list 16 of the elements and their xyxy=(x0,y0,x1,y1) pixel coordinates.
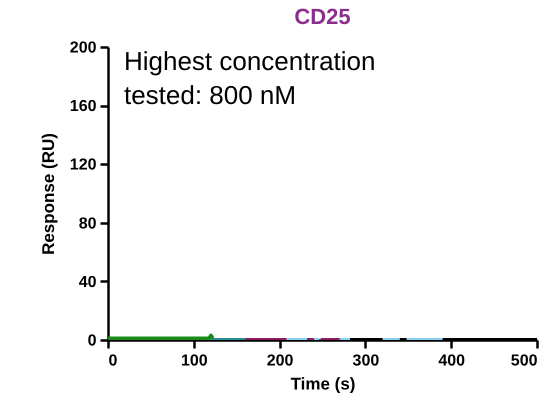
x-tick-label: 400 xyxy=(438,352,466,370)
x-tick-label: 300 xyxy=(352,352,380,370)
chart-title: CD25 xyxy=(294,4,351,29)
x-tick-label: 0 xyxy=(108,352,118,370)
y-tick-label: 80 xyxy=(78,215,97,232)
y-tick-label: 120 xyxy=(70,156,97,174)
y-tick-label: 0 xyxy=(88,332,97,350)
x-tick-label: 200 xyxy=(266,352,294,370)
y-tick-label: 160 xyxy=(70,98,97,116)
x-tick-label: 100 xyxy=(180,352,208,370)
y-tick-label: 40 xyxy=(78,274,97,291)
annotation: Highest concentration tested: 800 nM xyxy=(124,46,376,110)
x-tick-label: 500 xyxy=(510,352,538,370)
x-axis-title: Time (s) xyxy=(290,374,356,394)
y-axis-title: Response (RU) xyxy=(38,133,58,255)
y-tick-label: 200 xyxy=(70,40,97,56)
